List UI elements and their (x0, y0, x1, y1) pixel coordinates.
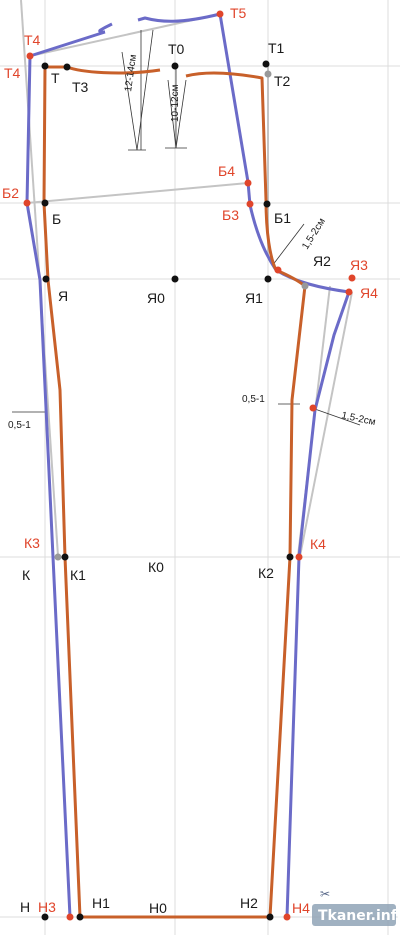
label-B3: Б3 (222, 207, 239, 223)
note-dart-back: 12-14см (123, 54, 139, 93)
note-dart-front: 10-12см (170, 84, 181, 122)
watermark: Tkaner.info ✂ (312, 887, 400, 926)
label-T: Т (51, 70, 60, 86)
label-K3: К3 (24, 535, 40, 551)
label-T2: Т2 (274, 73, 291, 89)
point-labels: Т Т3 Т0 Т1 Т2 Б Б1 Я Я0 Я1 Я2 К К1 К0 К2… (20, 40, 331, 916)
measurement-notes: 12-14см 10-12см 1,5-2см 1,5-2см 0,5-1 0,… (8, 54, 377, 431)
scissors-icon: ✂ (320, 887, 330, 901)
label-B1: Б1 (274, 210, 291, 226)
label-N1: Н1 (92, 895, 110, 911)
label-B: Б (52, 211, 61, 227)
label-T1: Т1 (268, 40, 285, 56)
label-N2: Н2 (240, 895, 258, 911)
dart-construction (12, 29, 361, 426)
note-offset-left: 0,5-1 (8, 420, 31, 431)
label-N4: Н4 (292, 900, 310, 916)
label-N0: Н0 (149, 900, 167, 916)
label-T5: Т5 (230, 5, 247, 21)
note-offset-right: 0,5-1 (242, 394, 265, 405)
label-B2: Б2 (2, 185, 19, 201)
label-Ya1: Я1 (245, 290, 263, 306)
label-T0: Т0 (168, 41, 185, 57)
label-T4-top: Т4 (24, 32, 41, 48)
label-K4: К4 (310, 536, 326, 552)
note-crotch-ext: 1,5-2см (300, 216, 328, 251)
label-Ya4: Я4 (360, 285, 378, 301)
watermark-text: Tkaner.info (318, 908, 400, 924)
guide-lines (20, 0, 353, 557)
label-T4: Т4 (4, 65, 21, 81)
label-Ya3: Я3 (350, 257, 368, 273)
front-outline (42, 65, 307, 919)
extension-labels: Т4 Т4 Т5 Б2 Б4 Б3 Я3 Я4 К3 К4 Н3 Н4 (2, 5, 378, 916)
pattern-points (23, 10, 356, 921)
label-Ya0: Я0 (147, 290, 165, 306)
back-outline (25, 12, 351, 918)
note-side-back: 1,5-2см (340, 410, 376, 428)
label-N: Н (20, 899, 30, 915)
label-Ya2: Я2 (313, 253, 331, 269)
label-K2: К2 (258, 565, 274, 581)
label-B4: Б4 (218, 163, 235, 179)
label-K1: К1 (70, 567, 86, 583)
label-T3: Т3 (72, 79, 89, 95)
label-Ya: Я (58, 288, 68, 304)
label-N3: Н3 (38, 899, 56, 915)
label-K0: К0 (148, 559, 164, 575)
label-K: К (22, 567, 31, 583)
